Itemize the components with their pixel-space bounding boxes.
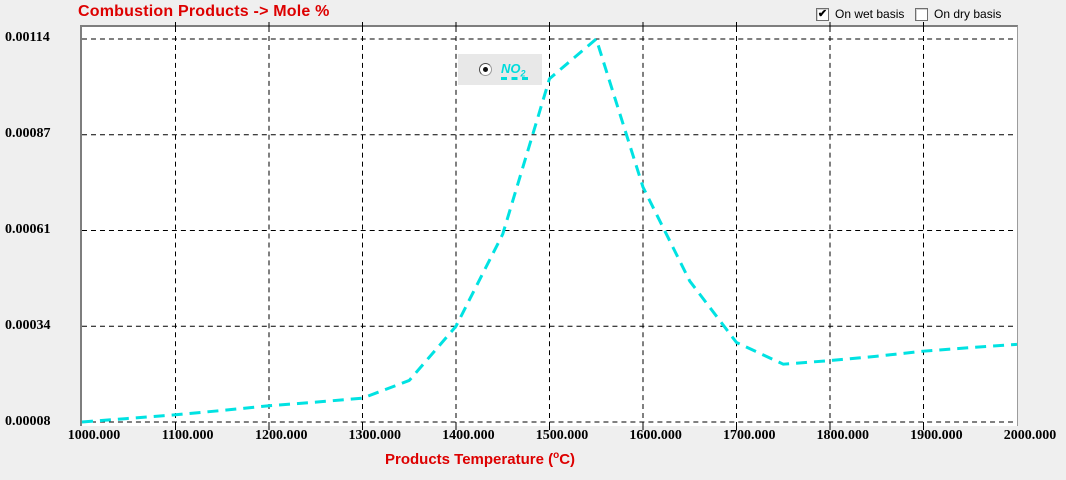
radio-dot-icon [483,67,488,72]
x-tick-label: 1200.000 [254,428,308,443]
x-tick-label: 1300.000 [348,428,402,443]
wet-basis-option[interactable]: ✔ On wet basis [816,7,904,21]
y-tick-label: 0.00114 [5,30,50,45]
series-curve-NO2 [81,37,1018,424]
x-tick-label: 1100.000 [161,428,214,443]
x-tick-label: 1900.000 [910,428,963,443]
x-tick-label: 1000.000 [67,428,121,443]
y-tick-label: 0.00087 [5,126,51,141]
wet-basis-label: On wet basis [835,7,905,21]
y-tick-label: 0.00008 [5,414,51,429]
wet-basis-checkbox[interactable]: ✔ [816,7,829,21]
x-axis-title: Products Temperature (oC) [384,450,576,468]
y-tick-label: 0.00034 [5,318,51,333]
line-style-sample-icon [501,76,528,80]
series-label[interactable]: NO2 [501,61,528,80]
plot-area: NO2 [80,22,1018,430]
x-tick-label: 1800.000 [816,428,870,443]
dry-basis-label: On dry basis [934,7,1002,21]
plot-svg [81,22,1018,430]
legend-box: NO2 [458,54,542,85]
series-radio-button[interactable] [479,63,492,76]
dry-basis-option[interactable]: On dry basis [915,7,1001,21]
y-tick-label: 0.00061 [5,222,51,237]
chart-title: Combustion Products -> Mole % [78,3,330,20]
x-tick-label: 1600.000 [629,428,682,443]
x-tick-label: 1400.000 [442,428,495,443]
x-tick-label: 1500.000 [535,428,589,443]
dry-basis-checkbox[interactable] [915,7,928,21]
x-tick-label: 2000.000 [1003,428,1057,443]
x-tick-label: 1700.000 [722,428,776,443]
